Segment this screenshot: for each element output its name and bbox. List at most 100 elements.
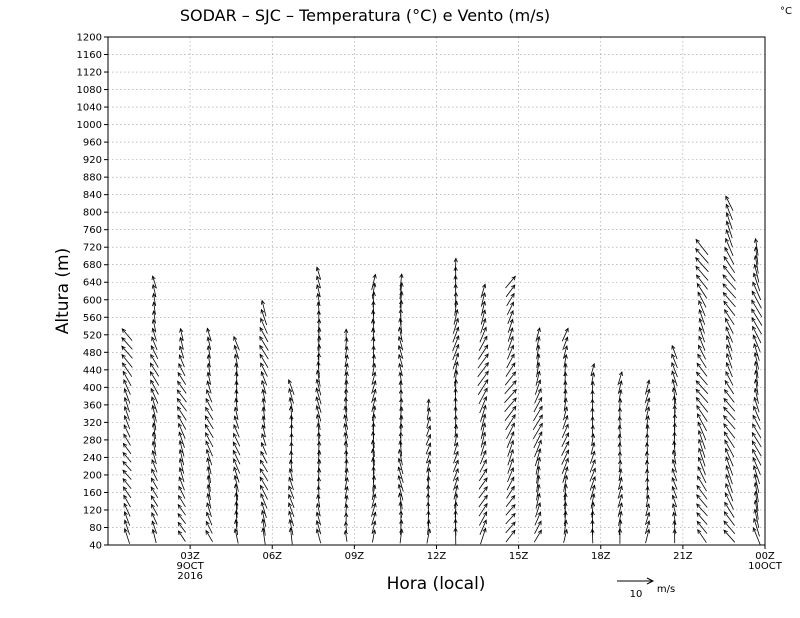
wind-arrowhead [454,308,459,314]
wind-arrow [151,504,158,516]
wind-arrowhead [260,501,265,507]
wind-arrow [672,379,677,396]
wind-profile [561,327,570,543]
wind-arrowhead [178,485,183,491]
wind-arrow [204,415,214,430]
wind-arrow [697,466,707,484]
wind-arrow [372,310,375,325]
wind-arrowhead [723,300,728,306]
wind-arrowhead [565,440,570,446]
wind-arrow [534,448,541,467]
wind-arrow [260,451,268,464]
wind-arrowhead [315,528,320,534]
wind-arrow [726,335,733,352]
wind-arrowhead [564,327,569,333]
wind-arrow [618,477,622,490]
wind-arrow [507,319,514,333]
wind-arrow [673,387,677,405]
wind-arrow [507,440,514,457]
wind-arrow [477,362,489,378]
wind-arrow [152,414,157,431]
wind-profile [343,328,349,542]
wind-arrow [478,344,489,360]
wind-arrowhead [671,370,676,376]
wind-arrow [507,458,514,474]
wind-arrow [260,485,268,500]
wind-arrowhead [397,457,402,463]
wind-arrow [754,482,759,503]
wind-arrow [123,503,131,517]
y-tick-label: 640 [83,278,102,289]
wind-arrow [316,512,322,526]
wind-arrow [506,354,515,369]
wind-arrow [561,449,569,465]
wind-arrowhead [752,448,757,454]
wind-arrow [644,389,650,404]
wind-arrowhead [563,528,568,534]
wind-arrowhead [696,520,701,526]
wind-arrowhead [511,529,516,535]
wind-arrowhead [151,318,156,324]
wind-arrow [696,521,708,534]
wind-arrowhead [695,388,700,394]
wind-arrowhead [617,433,622,439]
wind-arrow [672,450,677,465]
wind-arrowhead [671,387,677,392]
wind-arrow [344,530,348,542]
wind-arrow [344,477,348,490]
wind-arrowhead [565,432,570,438]
wind-arrow [152,328,157,342]
wind-arrowhead [538,396,543,402]
wind-profile [121,328,133,544]
wind-arrowhead [696,404,701,410]
wind-arrow [755,491,759,511]
wind-arrow [453,485,458,500]
wind-arrowhead [483,511,488,516]
wind-arrowhead [288,467,293,473]
wind-arrowhead [722,274,727,279]
wind-arrowhead [537,502,541,507]
wind-arrow [697,413,707,432]
y-tick-label: 480 [83,348,102,359]
wind-arrow [564,372,566,385]
wind-arrowhead [260,317,264,323]
wind-arrow [427,520,430,535]
wind-arrow [398,475,404,492]
wind-arrowhead [232,441,237,447]
wind-arrow [754,264,760,283]
wind-arrow [399,318,403,334]
wind-arrowhead [455,326,460,332]
wind-arrowhead [537,439,542,445]
wind-arrowhead [151,449,156,455]
wind-arrowhead [726,352,730,358]
wind-arrow [153,293,156,306]
wind-arrow [454,493,458,509]
wind-arrowhead [752,325,757,331]
wind-arrow [179,458,185,474]
wind-arrowhead [206,457,211,463]
wind-arrowhead [751,308,756,314]
wind-arrow [646,460,649,472]
wind-arrowhead [372,502,377,508]
wind-arrowhead [618,502,623,508]
wind-arrow [344,363,348,377]
wind-arrowhead [753,508,758,514]
wind-arrowhead [509,309,514,315]
wind-arrow [751,291,762,309]
wind-arrowhead [260,450,265,456]
wind-arrowhead [725,361,730,367]
wind-arrowhead [646,511,651,517]
wind-arrow [726,362,733,378]
wind-arrow [506,477,515,491]
wind-arrowhead [753,396,758,402]
wind-arrowhead [618,510,623,516]
wind-arrowhead [591,492,596,498]
wind-arrow [345,441,348,456]
y-tick-label: 880 [83,173,102,184]
wind-arrowhead [151,520,156,526]
wind-arrow [452,468,459,482]
wind-arrow [206,449,213,466]
wind-arrow [261,371,268,386]
wind-arrow [536,336,540,351]
wind-arrow [179,440,185,457]
